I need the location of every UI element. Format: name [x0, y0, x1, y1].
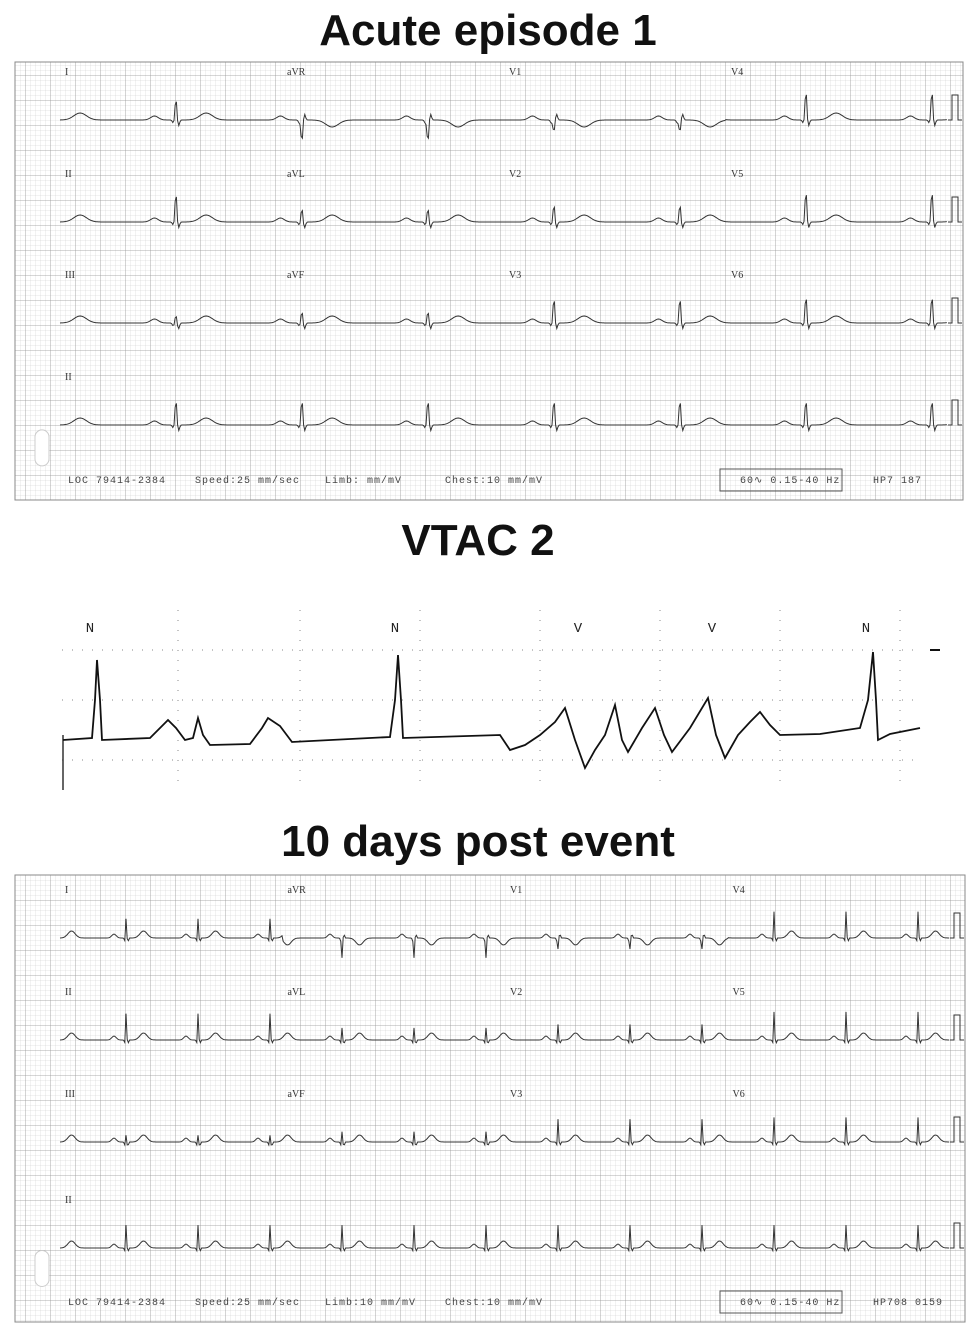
punch-hole [34, 1249, 50, 1287]
lead-label: III [65, 270, 75, 281]
lead-label: V2 [509, 169, 521, 180]
panel-title: Acute episode 1 [319, 6, 656, 55]
lead-label: III [65, 1089, 75, 1100]
beat-label: V [574, 621, 583, 637]
footer-text: 60∿ 0.15-40 Hz [740, 1298, 840, 1309]
ecg-trace [59, 195, 947, 230]
filter-box [719, 1290, 843, 1314]
lead-label: V3 [510, 1089, 522, 1100]
footer-text: Speed:25 mm/sec [195, 1297, 300, 1309]
lead-label: aVF [288, 1089, 306, 1100]
lead-label: aVR [288, 885, 307, 896]
lead-label: aVR [287, 67, 306, 78]
lead-label: V3 [509, 270, 521, 281]
footer-text: Chest:10 mm/mV [445, 475, 543, 487]
footer-text: LOC 79414-2384 [68, 1298, 166, 1309]
footer-text: 60∿ 0.15-40 Hz [740, 476, 840, 487]
panel-title: 10 days post event [281, 817, 675, 866]
lead-label: I [65, 67, 68, 78]
lead-label: aVL [287, 169, 305, 180]
calibration-pulse [948, 196, 962, 223]
lead-label: II [65, 372, 72, 383]
filter-box [719, 468, 843, 492]
lead-label: I [65, 885, 68, 896]
rhythm-strip: N N V V N [60, 605, 940, 795]
ecg-trace [59, 1011, 950, 1045]
lead-label: V4 [731, 67, 743, 78]
lead-label: V4 [733, 885, 745, 896]
grid-frame [14, 874, 966, 1323]
footer-text: Limb: mm/mV [325, 475, 402, 487]
calibration-pulse [948, 94, 962, 121]
panel-title: VTAC 2 [401, 516, 554, 565]
ecg-trace [59, 403, 947, 433]
lead-label: V5 [733, 987, 745, 998]
footer-text: Chest:10 mm/mV [445, 1297, 543, 1309]
punch-hole [34, 429, 50, 467]
grid-frame [14, 61, 964, 501]
ecg-trace [59, 299, 947, 331]
ecg-trace [59, 1117, 950, 1147]
grid [15, 62, 963, 500]
ecg-trace [59, 1225, 950, 1253]
lead-label: II [65, 987, 72, 998]
calibration-pulse [948, 297, 962, 324]
ecg-trace [62, 651, 921, 771]
footer-text: HP7 187 [873, 476, 922, 487]
calibration-pulse [950, 1116, 964, 1143]
lead-label: aVF [287, 270, 305, 281]
lead-label: II [65, 1195, 72, 1206]
calibration-pulse [950, 1014, 964, 1041]
lead-label: V6 [733, 1089, 745, 1100]
footer-text: HP708 0159 [873, 1298, 943, 1309]
footer-text: Limb:10 mm/mV [325, 1297, 416, 1309]
ecg-trace [59, 911, 950, 958]
beat-label: N [86, 621, 94, 637]
strip-grid [62, 610, 920, 790]
calibration-pulse [950, 912, 964, 939]
beat-label: N [862, 621, 870, 637]
lead-label: V1 [509, 67, 521, 78]
footer-text: LOC 79414-2384 [68, 476, 166, 487]
beat-label: N [391, 621, 399, 637]
calibration-pulse [950, 1222, 964, 1249]
lead-label: V5 [731, 169, 743, 180]
lead-label: aVL [288, 987, 306, 998]
footer-text: Speed:25 mm/sec [195, 475, 300, 487]
lead-label: V6 [731, 270, 743, 281]
beat-label: V [708, 621, 717, 637]
lead-label: II [65, 169, 72, 180]
calibration-pulse [948, 399, 962, 426]
ecg-trace [59, 94, 947, 140]
lead-label: V2 [510, 987, 522, 998]
grid [15, 875, 965, 1322]
lead-label: V1 [510, 885, 522, 896]
